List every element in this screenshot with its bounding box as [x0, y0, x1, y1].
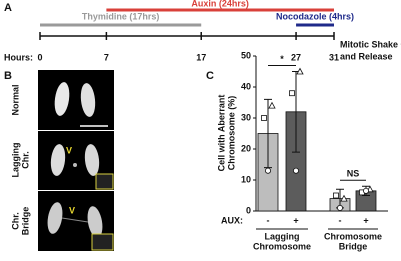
x-prefix: AUX:	[221, 215, 243, 225]
chromosome	[87, 206, 103, 238]
y-axis-label: Chromosome (%)	[226, 96, 236, 171]
row-label: Chr.	[20, 151, 30, 169]
end-label: and Release	[340, 51, 393, 61]
error-bar	[264, 98, 272, 169]
inset	[95, 173, 114, 190]
sig-label: NS	[347, 169, 360, 179]
arrowhead: V	[66, 145, 72, 155]
group-label: Chromosome	[324, 231, 382, 241]
y-tick-label: 10	[241, 174, 251, 184]
x-tick-label: -	[339, 215, 342, 225]
treatment-label: Thymidine (17hrs)	[82, 11, 160, 21]
x-tick-label: +	[293, 215, 298, 225]
point	[264, 167, 271, 174]
point	[268, 101, 276, 109]
image	[38, 70, 114, 130]
point	[362, 187, 369, 194]
point	[340, 194, 348, 202]
tick-label: 31	[329, 52, 339, 62]
chromosome	[84, 144, 100, 176]
arrowhead: V	[69, 205, 75, 215]
panel-letter: B	[4, 70, 12, 82]
group-label: Chromosome	[253, 241, 311, 251]
treatment-bar	[106, 8, 334, 12]
row-label: Bridge	[20, 207, 30, 236]
tick-label: 0	[37, 52, 42, 62]
bridge	[61, 217, 89, 223]
point	[261, 115, 267, 121]
inset	[91, 233, 114, 251]
x-tick-label: -	[267, 215, 270, 225]
x-tick-label: +	[363, 215, 368, 225]
micrographs	[38, 70, 114, 251]
tick-label: 7	[104, 52, 109, 62]
lagging-chromosome	[73, 163, 77, 167]
treatment-bar	[296, 23, 334, 27]
treatment-label: Auxin (24hrs)	[191, 0, 249, 8]
hours-label: Hours:	[4, 52, 33, 62]
y-tick-label: 0	[246, 205, 251, 215]
y-axis-label: Cell with Aberrant	[216, 95, 226, 172]
treatment-label: Nocodazole (4hrs)	[276, 11, 354, 21]
row-label: Lagging	[10, 143, 20, 178]
row-label: Normal	[10, 84, 20, 115]
point	[296, 67, 304, 75]
y-tick-label: 20	[241, 143, 251, 153]
chromosome	[80, 83, 96, 117]
point	[292, 167, 299, 174]
treatment-bar	[40, 23, 202, 27]
point	[289, 90, 295, 97]
chromosome	[47, 202, 63, 234]
sig-label: *	[280, 54, 284, 64]
point	[336, 204, 343, 211]
group-label: Bridge	[339, 241, 368, 251]
row-label: Chr.	[10, 212, 20, 230]
y-tick-label: 30	[241, 112, 251, 122]
chromosome	[54, 82, 70, 116]
chromosome	[50, 144, 66, 176]
y-tick-label: 40	[241, 81, 251, 91]
tick-label: 27	[291, 52, 301, 62]
point	[333, 192, 339, 199]
panel-letter: C	[206, 70, 214, 82]
panel-letter: A	[4, 2, 12, 14]
group-label: Lagging	[265, 231, 300, 241]
end-label: Mitotic Shake Off	[340, 39, 401, 49]
y-tick-label: 50	[241, 50, 251, 60]
tick-label: 17	[196, 52, 206, 62]
